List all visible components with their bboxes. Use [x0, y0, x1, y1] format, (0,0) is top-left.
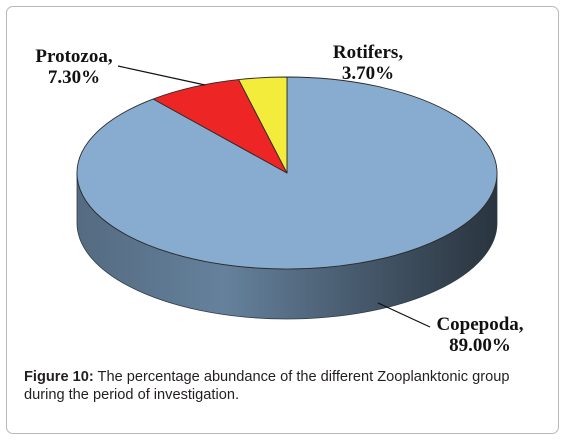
slice-label-name-protozoa: Protozoa, [35, 46, 112, 67]
pie-slice-rotifers [238, 76, 288, 174]
leader-line-protozoa [117, 65, 206, 86]
slice-label-value-copepoda: 89.00% [449, 335, 511, 356]
slice-label-name-rotifers: Rotifers, [333, 42, 403, 63]
leader-line-copepoda [377, 302, 431, 328]
caption-label: Figure 10: [24, 369, 94, 385]
slice-label-copepoda: Copepoda, 89.00% [436, 314, 523, 356]
label-leader-lines [117, 65, 431, 328]
pie-top-faces [76, 76, 498, 270]
slice-label-protozoa: Protozoa, 7.30% [35, 46, 112, 88]
caption-text: The percentage abundance of the differen… [24, 369, 510, 403]
slice-labels: Copepoda, 89.00% Protozoa, 7.30% Rotifers, 3.… [35, 42, 523, 356]
slice-label-name-copepoda: Copepoda, [436, 314, 523, 335]
slice-label-value-protozoa: 7.30% [48, 67, 100, 88]
figure-caption: Figure 10: The percentage abundance of t… [24, 368, 549, 404]
slice-label-value-rotifers: 3.70% [342, 63, 394, 84]
slice-label-rotifers: Rotifers, 3.70% [333, 42, 403, 84]
